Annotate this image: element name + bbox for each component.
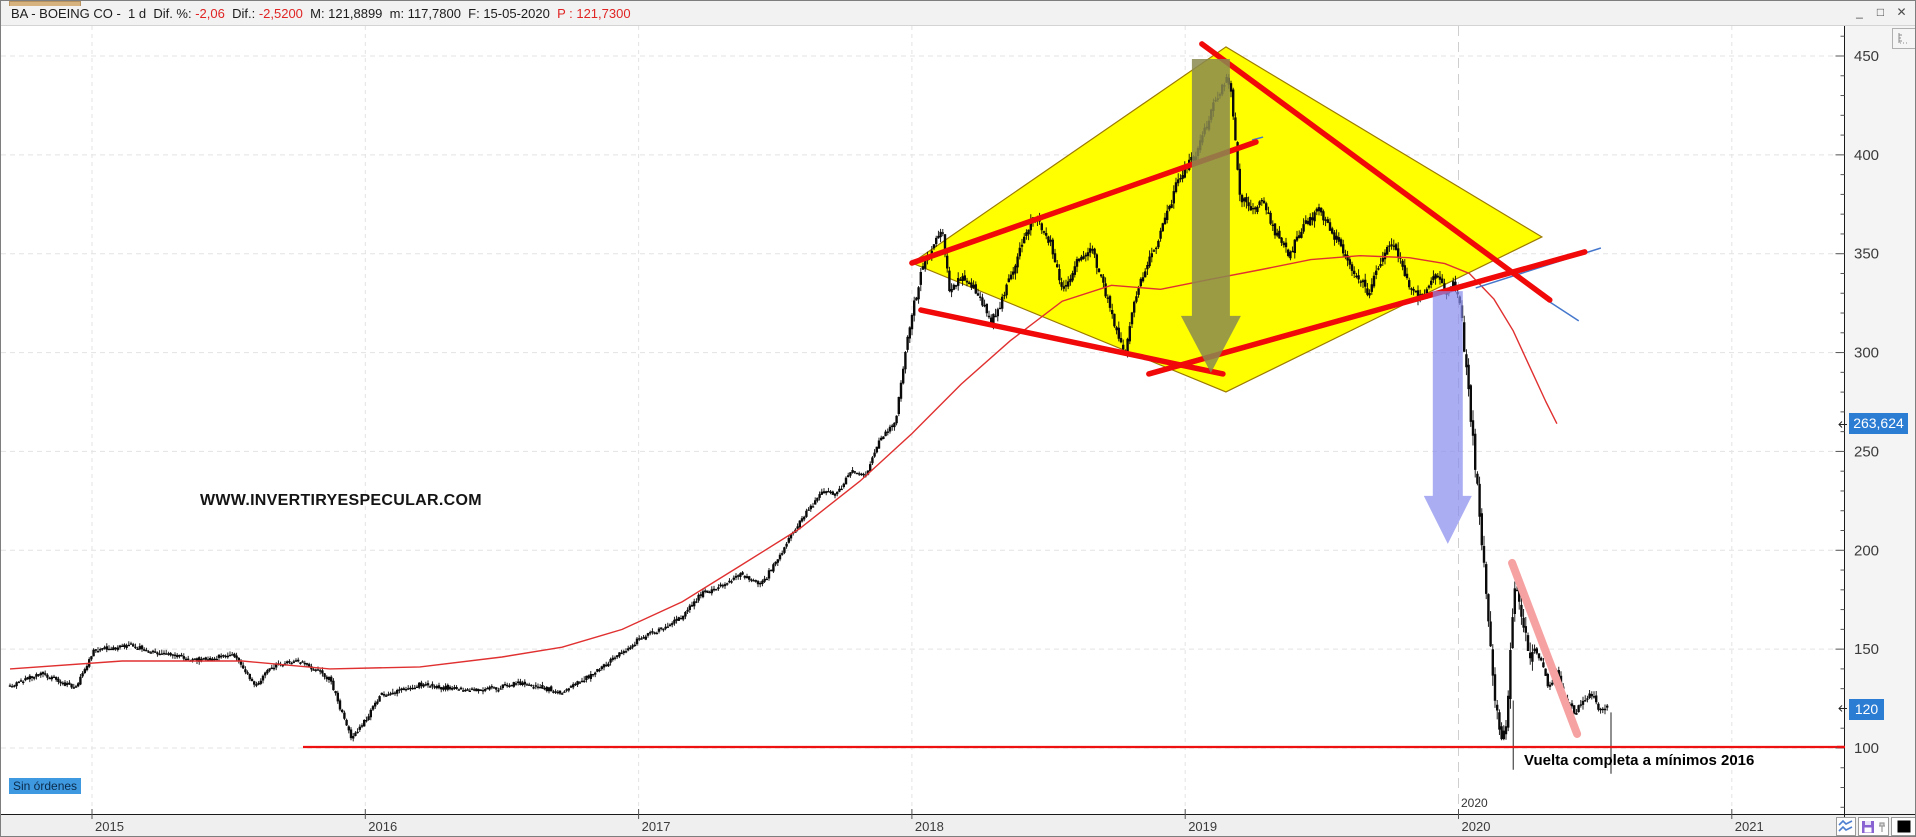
diff-abs-value: -2,5200 [258, 6, 303, 21]
gray-down-arrow [1180, 59, 1241, 373]
diff-label: Dif.: [224, 6, 259, 21]
save-template-button[interactable] [1858, 817, 1889, 836]
time-axis-background[interactable] [1, 814, 1916, 837]
moving-average-line [9, 254, 1558, 670]
orders-status-badge: Sin órdenes [9, 778, 82, 794]
svg-text:2020: 2020 [1462, 819, 1491, 834]
svg-text:2016: 2016 [368, 819, 397, 834]
svg-text:2021: 2021 [1735, 819, 1764, 834]
svg-text:150: 150 [1854, 641, 1879, 658]
wave-icon [1838, 820, 1853, 832]
last-price-badge: 120 [1849, 699, 1884, 720]
window-controls: _ □ ✕ [1850, 4, 1911, 21]
svg-text:200: 200 [1854, 542, 1879, 559]
svg-text:2018: 2018 [915, 819, 944, 834]
current-year-label: 2020 [1461, 796, 1488, 810]
annotation-note: Vuelta completa a mínimos 2016 [1524, 752, 1755, 769]
plot-background[interactable] [1, 26, 1844, 814]
axis-settings-button[interactable] [1892, 28, 1915, 49]
window-title: BA - BOEING CO - 1 d Dif. %: -2,06 Dif.:… [11, 1, 631, 26]
svg-text:450: 450 [1854, 48, 1879, 65]
indicator-wave-button[interactable] [1836, 817, 1856, 836]
diff-pct-value: -2,06 [195, 6, 225, 21]
price-axis[interactable]: 100 150 200 250 300 350 400 450 [1835, 26, 1880, 836]
axis-scale-icon [1898, 32, 1909, 43]
arrows-layer [1180, 59, 1472, 544]
plot-content [8, 41, 1844, 774]
candlestick-series [8, 73, 1612, 774]
close-button[interactable]: ✕ [1896, 5, 1907, 19]
session-info: M: 121,8899 m: 117,7800 F: 15-05-2020 [302, 6, 558, 21]
ma-value-badge: 263,624 [1849, 413, 1908, 434]
svg-text:300: 300 [1854, 345, 1879, 362]
window-titlebar[interactable]: BA - BOEING CO - 1 d Dif. %: -2,06 Dif.:… [1, 1, 1915, 26]
maximize-button[interactable]: □ [1876, 5, 1885, 19]
svg-text:2017: 2017 [642, 819, 671, 834]
svg-text:100: 100 [1854, 740, 1879, 757]
floppy-pin-icon [1861, 820, 1885, 833]
time-axis[interactable]: 2015 2016 2017 2018 2019 2020 2021 [1, 809, 1916, 834]
black-square-icon [1897, 820, 1910, 833]
svg-text:2019: 2019 [1188, 819, 1217, 834]
background-color-button[interactable] [1891, 817, 1915, 836]
minimize-button[interactable]: _ [1856, 5, 1863, 19]
pink-trendline [1508, 558, 1582, 738]
svg-text:350: 350 [1854, 246, 1879, 263]
watermark-text: WWW.INVERTIRYESPECULAR.COM [200, 492, 482, 509]
svg-text:2015: 2015 [95, 819, 124, 834]
last-price-value: P : 121,7300 [557, 6, 631, 21]
blue-down-arrow [1423, 291, 1472, 544]
svg-text:400: 400 [1854, 147, 1879, 164]
svg-text:250: 250 [1854, 443, 1879, 460]
symbol-info: BA - BOEING CO - 1 d Dif. %: [11, 6, 196, 21]
window-tab-stub [9, 1, 81, 6]
